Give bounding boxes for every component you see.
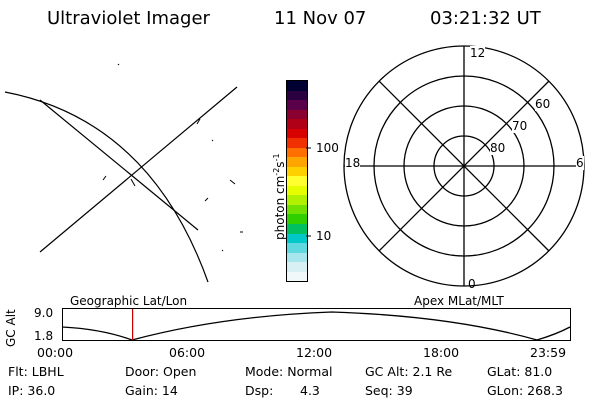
door-info: Door: Open	[125, 364, 197, 379]
earth-limb-arc	[4, 91, 209, 283]
colorbar-segment	[287, 204, 307, 215]
altitude-left-title: Geographic Lat/Lon	[70, 294, 188, 308]
altitude-xtick-label: 18:00	[423, 345, 460, 360]
mlat-label-70: 70	[512, 119, 528, 133]
altitude-plot	[62, 308, 571, 341]
glon-info: GLon: 268.3	[487, 383, 563, 398]
colorbar-segment	[287, 147, 307, 158]
gain-info: Gain: 14	[125, 383, 178, 398]
altitude-ytick-bottom: 1.8	[34, 329, 54, 343]
mode-info: Mode: Normal	[245, 364, 333, 379]
mlt-label-6: 6	[576, 156, 584, 170]
colorbar-segment	[287, 176, 307, 186]
coastline-speck	[196, 118, 201, 125]
polar-diagonal-2	[378, 80, 550, 252]
mlt-label-18: 18	[345, 156, 361, 170]
colorbar-segment	[287, 81, 307, 91]
instrument-title: Ultraviolet Imager	[47, 8, 210, 29]
mlt-label-12: 12	[470, 46, 486, 60]
mlat-label-80: 80	[490, 141, 506, 155]
ip-info: IP: 36.0	[8, 383, 56, 398]
coastline-speck	[211, 139, 214, 142]
altitude-y-label: GC Alt	[4, 309, 18, 347]
colorbar-segment	[287, 262, 307, 272]
altitude-right-title: Apex MLat/MLT	[414, 294, 504, 308]
filter-info: Flt: LBHL	[8, 364, 64, 379]
colorbar-tick-100: 100	[316, 141, 339, 155]
coastline-speck	[221, 249, 224, 252]
colorbar-segment	[287, 157, 307, 167]
colorbar-segment	[287, 185, 307, 196]
seq-info: Seq: 39	[365, 383, 413, 398]
colorbar-label: photon cm-2s-1	[272, 153, 287, 240]
date-label: 11 Nov 07	[274, 8, 367, 29]
gc-alt-info: GC Alt: 2.1 Re	[365, 364, 453, 379]
altitude-xtick-label: 23:59	[530, 345, 567, 360]
polar-plot	[343, 45, 585, 287]
altitude-xtick-label: 00:00	[37, 345, 74, 360]
colorbar-segment	[287, 195, 307, 205]
colorbar-segment	[287, 243, 307, 253]
altitude-ytick-top: 9.0	[34, 306, 54, 320]
mlt-label-0: 0	[468, 277, 476, 291]
colorbar-segment	[287, 100, 307, 110]
coastline-speck	[204, 197, 209, 202]
colorbar-ticks	[306, 147, 311, 237]
geographic-image-panel	[4, 63, 243, 283]
dsp-value: 4.3	[300, 383, 320, 398]
time-label: 03:21:32 UT	[430, 8, 541, 29]
glat-info: GLat: 81.0	[487, 364, 553, 379]
altitude-xtick-label: 12:00	[296, 345, 333, 360]
colorbar-segment	[287, 109, 307, 120]
colorbar-segment	[287, 138, 307, 148]
coastline-speck	[117, 63, 120, 66]
colorbar-segment	[287, 128, 307, 139]
colorbar-tick-10: 10	[316, 229, 332, 243]
colorbar-segment	[287, 223, 307, 234]
altitude-curve	[62, 311, 571, 341]
colorbar-segment	[287, 166, 307, 177]
colorbar-segment	[287, 233, 307, 244]
coastline-speck	[229, 179, 236, 185]
coastline-speck	[130, 178, 136, 187]
parallel-line	[39, 99, 199, 231]
meridian-line	[39, 86, 238, 253]
coastline-speck	[102, 175, 107, 181]
colorbar-segment	[287, 119, 307, 129]
colorbar-segment	[287, 90, 307, 101]
colorbar-segment	[287, 252, 307, 263]
altitude-xtick-label: 06:00	[169, 345, 206, 360]
dsp-label: Dsp:	[245, 383, 274, 398]
colorbar-segment	[287, 271, 307, 282]
mlat-label-60: 60	[535, 97, 551, 111]
colorbar-segment	[287, 214, 307, 224]
colorbar	[286, 80, 308, 282]
